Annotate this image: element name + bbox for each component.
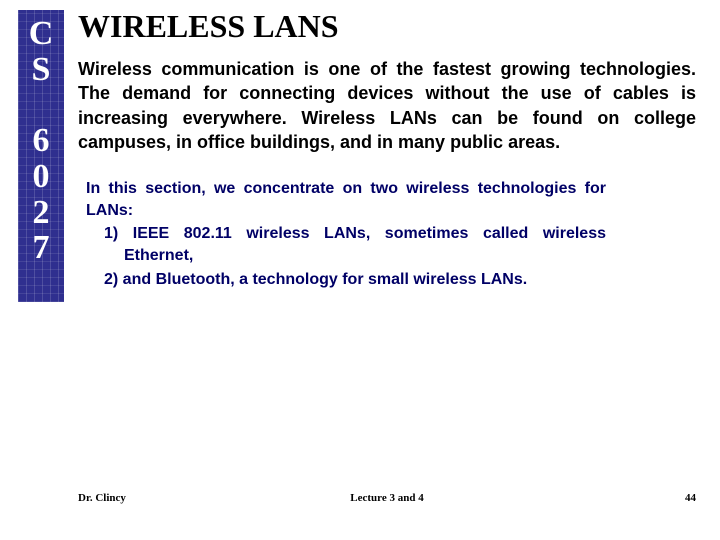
- slide-footer: Dr. Clincy Lecture 3 and 4 44: [78, 492, 696, 504]
- subsection-item: 1) IEEE 802.11 wireless LANs, sometimes …: [86, 223, 606, 266]
- course-digit: 2: [33, 195, 50, 231]
- course-digit: 6: [33, 123, 50, 159]
- slide-content: WIRELESS LANS Wireless communication is …: [78, 8, 696, 292]
- footer-lecture: Lecture 3 and 4: [78, 492, 696, 504]
- course-digit: 7: [33, 230, 50, 266]
- course-number: 6 0 2 7: [33, 123, 50, 266]
- course-letter: C: [29, 16, 54, 52]
- subsection-item: 2) and Bluetooth, a technology for small…: [86, 269, 606, 291]
- course-sidebar: C S 6 0 2 7: [18, 10, 64, 302]
- intro-paragraph: Wireless communication is one of the fas…: [78, 57, 696, 154]
- course-digit: 0: [33, 159, 50, 195]
- course-prefix: C S: [29, 16, 54, 87]
- subsection: In this section, we concentrate on two w…: [78, 178, 696, 290]
- course-letter: S: [29, 52, 54, 88]
- subsection-intro: In this section, we concentrate on two w…: [86, 178, 606, 221]
- slide-title: WIRELESS LANS: [78, 8, 696, 45]
